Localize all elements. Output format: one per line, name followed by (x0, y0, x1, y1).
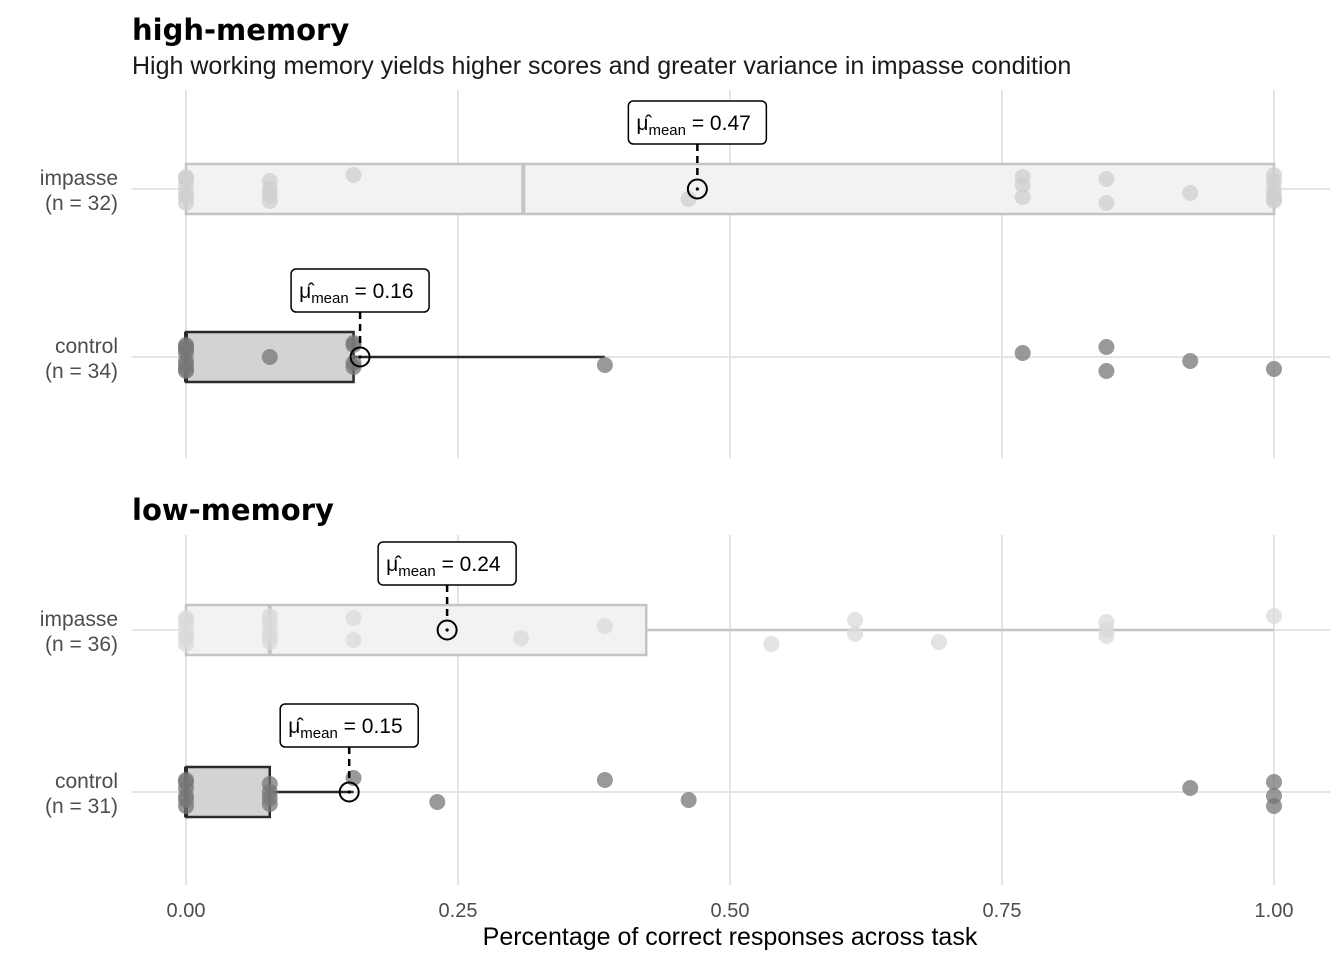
data-point (1182, 353, 1199, 369)
box (184, 603, 648, 657)
x-tick-label: 0.75 (983, 900, 1022, 922)
data-point (261, 187, 278, 203)
data-point (596, 618, 613, 634)
data-point (261, 790, 278, 806)
data-point (1266, 788, 1282, 804)
data-point (178, 185, 194, 201)
data-point (178, 361, 194, 377)
panel-title-low-memory: low-memory (132, 493, 334, 527)
data-point (1014, 345, 1031, 361)
data-point (178, 612, 194, 628)
data-point (680, 191, 697, 207)
y-tick-label: control (55, 335, 118, 358)
mean-label: μ̂mean = 0.47 (627, 100, 768, 145)
x-axis-label: Percentage of correct responses across t… (483, 923, 978, 951)
data-point (1098, 339, 1115, 355)
data-point (345, 359, 362, 375)
data-point (429, 794, 446, 810)
mean-marker (436, 619, 458, 641)
mean-marker-dot (695, 187, 699, 191)
chart-subtitle: High working memory yields higher scores… (132, 52, 1071, 80)
mean-label-text: μ̂mean = 0.24 (386, 553, 501, 580)
mean-label-box (377, 541, 517, 586)
data-point (1266, 167, 1282, 183)
data-point (1182, 185, 1199, 201)
data-point (261, 628, 278, 644)
mean-label-box (290, 268, 430, 313)
x-tick-label: 0.50 (711, 900, 750, 922)
y-tick-label: impasse (40, 167, 118, 190)
data-point (345, 167, 362, 183)
data-point (1098, 171, 1115, 187)
data-point (1266, 361, 1282, 377)
mean-label-text: μ̂mean = 0.15 (288, 715, 402, 742)
data-point (513, 630, 530, 646)
data-point (261, 349, 278, 365)
y-tick-n-label: (n = 32) (45, 192, 118, 215)
data-point (680, 792, 697, 808)
mean-marker (349, 346, 371, 368)
data-point (1266, 774, 1282, 790)
data-point (178, 788, 194, 804)
mean-label-box (279, 703, 419, 748)
data-point (1266, 608, 1282, 624)
x-tick-label: 0.00 (167, 900, 206, 922)
data-point (847, 626, 864, 642)
mean-marker-dot (347, 790, 351, 794)
data-point (1014, 177, 1031, 193)
data-point (178, 341, 194, 357)
box (184, 765, 272, 819)
data-point (763, 636, 780, 652)
y-tick-n-label: (n = 34) (45, 360, 118, 383)
y-tick-label: impasse (40, 608, 118, 631)
mean-label: μ̂mean = 0.16 (290, 268, 430, 313)
data-point (596, 772, 613, 788)
data-point (1014, 189, 1031, 205)
data-point (1098, 363, 1115, 379)
mean-label: μ̂mean = 0.24 (377, 541, 517, 586)
mean-label: μ̂mean = 0.15 (279, 703, 419, 748)
mean-marker-dot (445, 628, 449, 632)
data-point (1098, 195, 1115, 211)
y-tick-n-label: (n = 36) (45, 633, 118, 656)
data-point (261, 608, 278, 624)
data-point (1098, 628, 1115, 644)
mean-marker (686, 178, 708, 200)
y-tick-label: control (55, 770, 118, 793)
mean-marker-dot (358, 355, 362, 359)
data-point (1182, 780, 1199, 796)
mean-label-text: μ̂mean = 0.16 (299, 280, 413, 307)
data-point (345, 632, 362, 648)
mean-label-box (627, 100, 768, 145)
data-point (178, 774, 194, 790)
mean-label-text: μ̂mean = 0.47 (636, 112, 750, 139)
data-point (1266, 191, 1282, 207)
data-point (178, 171, 194, 187)
data-point (345, 610, 362, 626)
y-tick-n-label: (n = 31) (45, 795, 118, 818)
data-point (345, 337, 362, 353)
data-point (847, 612, 864, 628)
data-point (930, 634, 947, 650)
panel-title-high-memory: high-memory (132, 13, 349, 47)
x-tick-label: 0.25 (439, 900, 478, 922)
data-point (596, 357, 613, 373)
data-point (178, 626, 194, 642)
mean-marker (338, 781, 360, 803)
x-tick-label: 1.00 (1255, 900, 1294, 922)
